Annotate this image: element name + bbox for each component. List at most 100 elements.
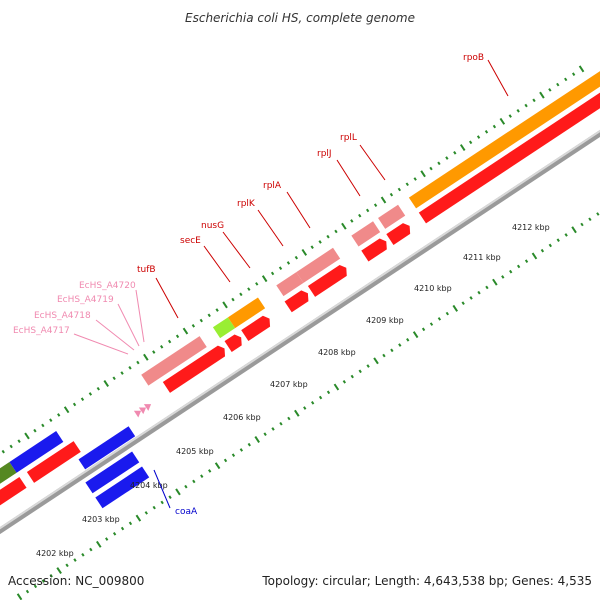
outer-tick xyxy=(532,98,536,103)
gene-label-rplK[interactable]: rplK xyxy=(237,199,256,209)
outer-tick xyxy=(516,109,520,113)
inner-tick xyxy=(390,348,394,353)
outer-tick xyxy=(278,266,283,270)
inner-tick xyxy=(303,406,307,410)
EcHS_A4720-leader-line xyxy=(135,289,145,343)
kbp-label: 4212 kbp xyxy=(512,223,550,232)
gene-blue-forward[interactable] xyxy=(9,431,64,473)
secE-leader-line xyxy=(203,245,231,283)
outer-tick xyxy=(160,344,164,349)
gene-coaA-upper[interactable] xyxy=(85,451,140,494)
outer-tick xyxy=(365,208,370,213)
outer-tick xyxy=(1,449,5,454)
kbp-label: 4210 kbp xyxy=(414,284,452,293)
gene-red-1[interactable] xyxy=(0,476,27,514)
gene-label-secE[interactable]: secE xyxy=(180,236,201,246)
inner-tick xyxy=(564,233,568,237)
gene-nusG-forward[interactable] xyxy=(227,297,266,329)
gene-rplA-forward[interactable] xyxy=(296,247,341,283)
gene-red-2[interactable] xyxy=(26,441,81,483)
inner-tick xyxy=(175,488,181,496)
outer-tick xyxy=(556,82,560,87)
gene-EcHS_A4717[interactable] xyxy=(133,407,143,418)
gene-label-rpoB[interactable]: rpoB xyxy=(463,53,484,63)
gene-rplK[interactable] xyxy=(284,288,312,313)
kbp-label: 4205 kbp xyxy=(176,447,214,456)
inner-tick xyxy=(89,547,93,552)
map-title: Escherichia coli HS, complete genome xyxy=(185,11,415,25)
gene-rplJ-forward[interactable] xyxy=(351,221,381,247)
gene-label-rplA[interactable]: rplA xyxy=(263,181,282,191)
outer-tick xyxy=(459,144,466,152)
outer-tick xyxy=(445,156,449,160)
gene-rplK-forward[interactable] xyxy=(276,272,304,297)
inner-tick xyxy=(16,593,23,600)
gene-tufB-forward[interactable] xyxy=(141,336,207,386)
gene-rplA[interactable] xyxy=(307,263,350,297)
gene-rpoB-forward[interactable] xyxy=(408,62,600,209)
inner-tick xyxy=(366,364,370,368)
gene-EcHS_A4718[interactable] xyxy=(138,404,148,415)
outer-tick xyxy=(350,219,354,223)
kbp-label: 4211 kbp xyxy=(463,253,501,262)
inner-tick xyxy=(445,311,449,316)
gene-nusG[interactable] xyxy=(241,314,273,341)
gene-coaA-a[interactable] xyxy=(78,426,136,470)
gene-label-EcHS_A4718[interactable]: EcHS_A4718 xyxy=(34,311,91,321)
outer-tick xyxy=(358,213,362,218)
inner-tick xyxy=(96,540,102,548)
outer-tick xyxy=(255,282,259,286)
inner-tick xyxy=(152,505,156,510)
inner-tick xyxy=(263,432,267,437)
inner-tick xyxy=(192,479,196,484)
outer-tick xyxy=(112,376,116,381)
gene-rplJ[interactable] xyxy=(361,236,390,262)
inner-tick xyxy=(105,537,109,541)
gene-secE[interactable] xyxy=(224,332,246,353)
outer-tick-row xyxy=(1,65,585,454)
gene-rpoB[interactable] xyxy=(418,77,600,224)
inner-tick xyxy=(200,474,204,478)
inner-tick xyxy=(421,327,426,332)
outer-tick xyxy=(207,313,211,318)
gene-label-EcHS_A4720[interactable]: EcHS_A4720 xyxy=(79,281,136,291)
gene-label-tufB[interactable]: tufB xyxy=(137,265,156,275)
gene-EcHS_A4719[interactable] xyxy=(143,401,153,411)
outer-tick xyxy=(301,248,308,256)
inner-tick xyxy=(509,269,513,274)
gene-label-EcHS_A4717[interactable]: EcHS_A4717 xyxy=(13,326,70,336)
kbp-label: 4202 kbp xyxy=(36,549,74,558)
inner-tick xyxy=(271,427,275,431)
inner-tick xyxy=(350,374,354,379)
outer-tick xyxy=(578,65,585,73)
inner-tick xyxy=(49,573,53,578)
kbp-label: 4203 kbp xyxy=(82,515,120,524)
gene-tufB[interactable] xyxy=(162,343,229,393)
gene-label-rplJ[interactable]: rplJ xyxy=(317,149,332,159)
inner-tick xyxy=(437,317,442,321)
inner-tick xyxy=(168,495,172,499)
gene-rplL-forward[interactable] xyxy=(378,204,406,229)
outer-tick xyxy=(524,103,528,108)
inner-tick xyxy=(144,511,148,515)
gene-rplL[interactable] xyxy=(386,221,413,245)
gene-secE-forward[interactable] xyxy=(212,317,236,339)
inner-tick xyxy=(214,462,221,470)
outer-tick xyxy=(286,261,291,265)
gene-olive-forward[interactable] xyxy=(0,461,17,499)
gene-label-EcHS_A4719[interactable]: EcHS_A4719 xyxy=(57,295,114,305)
gene-label-nusG[interactable]: nusG xyxy=(201,221,224,231)
inner-tick xyxy=(540,248,545,253)
inner-tick xyxy=(279,421,283,426)
rplK-leader-line xyxy=(257,209,284,247)
gene-label-rplL[interactable]: rplL xyxy=(340,133,357,143)
inner-tick xyxy=(596,212,600,216)
gene-label-coaA[interactable]: coaA xyxy=(175,507,198,517)
gene-coaA-lower[interactable] xyxy=(95,466,150,509)
kbp-label-group: 4202 kbp 4203 kbp 4204 kbp 4205 kbp 4206 kbp… xyxy=(36,223,550,558)
outer-tick xyxy=(310,245,314,249)
EcHS_A4718-leader-line xyxy=(95,319,135,351)
outer-tick xyxy=(389,192,394,197)
outer-tick xyxy=(17,439,21,443)
